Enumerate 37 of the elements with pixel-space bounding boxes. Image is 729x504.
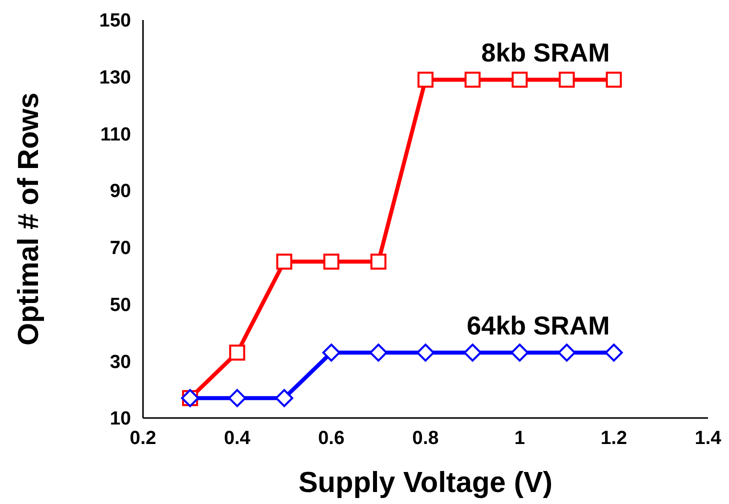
y-tick-label: 90	[110, 181, 131, 202]
point	[275, 389, 294, 408]
point	[228, 389, 246, 408]
series-label: 64kb SRAM	[466, 310, 610, 341]
y-axis-title: Optimal # of Rows	[13, 92, 45, 346]
y-tick-label: 110	[100, 124, 131, 146]
x-tick-label: 0.6	[318, 428, 345, 449]
x-tick-label: 1	[514, 428, 526, 449]
point	[229, 344, 246, 361]
y-tick-label: 70	[110, 238, 131, 260]
y-tick-label: 10	[110, 408, 131, 430]
x-tick-label: 1.4	[694, 428, 722, 449]
point	[370, 254, 386, 270]
point	[464, 72, 481, 88]
point	[369, 344, 388, 362]
point	[418, 72, 434, 88]
series-label: 8kb SRAM	[481, 38, 610, 68]
y-tick-label: 50	[110, 294, 131, 316]
point	[512, 72, 528, 88]
point	[510, 344, 529, 362]
point	[464, 344, 482, 362]
point	[323, 254, 340, 270]
point	[558, 72, 575, 88]
x-axis-title: Supply Voltage (V)	[298, 467, 553, 499]
x-tick-label: 0.8	[412, 428, 439, 449]
x-tick-label: 0.4	[224, 428, 251, 449]
y-tick-label: 150	[99, 10, 131, 32]
point	[606, 72, 622, 88]
point	[322, 344, 340, 362]
y-tick-label: 130	[99, 68, 131, 89]
y-tick-label: 30	[110, 352, 131, 373]
point	[558, 344, 576, 362]
point	[416, 344, 434, 362]
point	[276, 254, 292, 270]
x-tick-label: 1.2	[600, 428, 628, 449]
x-tick-label: 0.2	[130, 428, 156, 449]
point	[604, 344, 623, 362]
